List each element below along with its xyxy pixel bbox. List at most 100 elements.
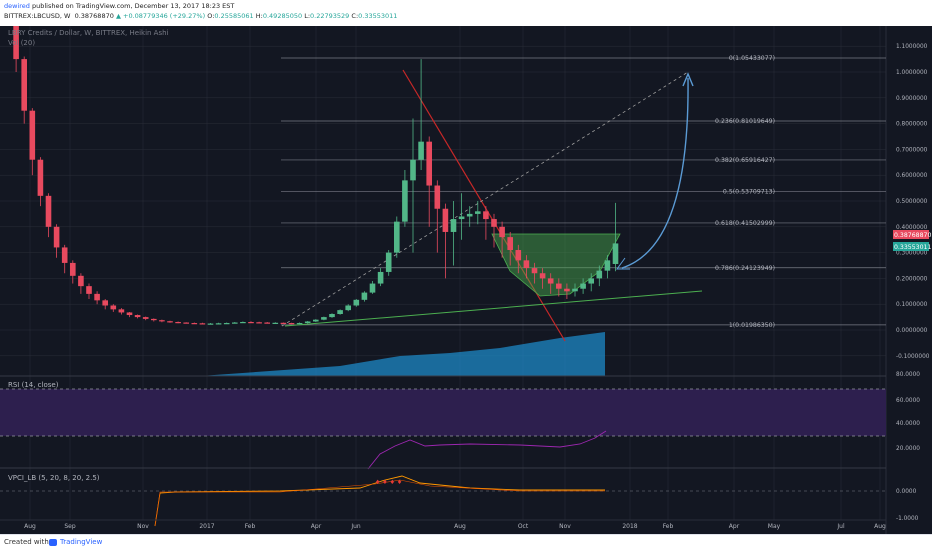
candle-body bbox=[588, 278, 594, 284]
price-tick-label: 0.1000000 bbox=[896, 302, 928, 308]
time-tick-label: Feb bbox=[663, 523, 674, 530]
fib-level-label: 0.5(0.53709713) bbox=[723, 188, 775, 195]
candle-body bbox=[304, 321, 311, 324]
candle-body bbox=[450, 219, 457, 232]
candle-body bbox=[499, 226, 505, 238]
candle-body bbox=[572, 288, 578, 292]
last-price: 0.38768870 bbox=[74, 12, 114, 20]
price-axis[interactable] bbox=[886, 26, 932, 534]
volume-fill bbox=[200, 332, 605, 376]
candle-body bbox=[313, 319, 319, 322]
candle-body bbox=[539, 273, 546, 279]
candle-body bbox=[248, 322, 254, 324]
rsi-tick-label: 60.0000 bbox=[896, 398, 920, 404]
candle-body bbox=[102, 300, 108, 306]
candle-body bbox=[531, 268, 538, 274]
candle-body bbox=[280, 322, 287, 324]
open-value: 0.25585061 bbox=[214, 12, 254, 20]
change-value: ▲ +0.08779346 (+29.27%) bbox=[115, 12, 206, 20]
price-tick-label: 0.4000000 bbox=[896, 225, 928, 231]
candle-body bbox=[232, 322, 238, 324]
candle-body bbox=[523, 260, 530, 269]
fib-level-label: 0(1.05433077) bbox=[729, 55, 775, 62]
candle-body bbox=[483, 211, 489, 220]
author-link[interactable]: dewired bbox=[4, 2, 30, 10]
volume-area bbox=[200, 332, 605, 376]
cup-pattern-shape[interactable] bbox=[491, 233, 621, 297]
projection-arrow[interactable] bbox=[621, 77, 689, 269]
candle-body bbox=[434, 185, 441, 209]
price-tick-label: 0.0000000 bbox=[896, 328, 928, 334]
red-trend-line[interactable] bbox=[402, 69, 566, 342]
candle-body bbox=[78, 275, 84, 287]
candle-body bbox=[418, 141, 424, 160]
price-tick-label: 0.9000000 bbox=[896, 96, 928, 102]
candle-body bbox=[321, 317, 327, 320]
time-tick-label: Nov bbox=[559, 523, 571, 530]
price-tick-label: 0.6000000 bbox=[896, 173, 928, 179]
volume-label: Vol (20) bbox=[8, 39, 35, 47]
high-label: H: bbox=[255, 12, 263, 20]
tradingview-logo-icon bbox=[49, 539, 57, 546]
time-axis[interactable]: Aug Sep Nov 2017 Feb Apr Jun Aug Oct Nov 2018 Feb Ap… bbox=[0, 519, 886, 530]
candle-body bbox=[604, 260, 611, 271]
candle-body bbox=[442, 208, 449, 232]
candle-body bbox=[426, 141, 432, 186]
candle-body bbox=[256, 322, 262, 324]
high-value: 0.49285050 bbox=[262, 12, 303, 20]
candle-body bbox=[385, 252, 392, 272]
rsi-tick-label: 80.0000 bbox=[896, 372, 920, 378]
main-pane-label: LBRY Credits / Dollar, W, BITTREX, Heiki… bbox=[8, 29, 169, 37]
rsi-band bbox=[0, 389, 886, 436]
price-tick-label: -0.1000000 bbox=[896, 354, 930, 360]
candle-body bbox=[134, 315, 141, 318]
candle-body bbox=[345, 305, 351, 311]
candle-body bbox=[507, 237, 513, 251]
close-value: 0.33553011 bbox=[358, 12, 398, 20]
trend-lines[interactable] bbox=[281, 69, 703, 342]
time-tick-label: Aug bbox=[454, 523, 466, 530]
candle-body bbox=[21, 59, 27, 111]
candle-body bbox=[167, 321, 173, 323]
candle-body bbox=[142, 317, 149, 319]
chart-header: dewired published on TradingView.com, De… bbox=[0, 0, 932, 26]
time-tick-label: Apr bbox=[311, 523, 322, 530]
candle-body bbox=[377, 271, 384, 284]
time-tick-label: Sep bbox=[64, 523, 76, 530]
candle-body bbox=[466, 213, 473, 217]
created-with-text: Created with bbox=[4, 538, 49, 546]
candle-body bbox=[86, 286, 92, 294]
price-tick-label: 0.3000000 bbox=[896, 251, 928, 257]
candle-body bbox=[288, 323, 295, 325]
time-tick-label: Aug bbox=[24, 523, 36, 530]
time-tick-label: Oct bbox=[518, 523, 529, 530]
candle-body bbox=[596, 270, 603, 279]
chart-canvas[interactable]: 0(1.05433077) 0.236(0.81019649) 0.382(0.65… bbox=[0, 26, 932, 534]
time-tick-label: Jun bbox=[350, 523, 361, 530]
price-axis-labels: 1.20000001.10000001.00000000.90000000.80… bbox=[896, 44, 930, 522]
fib-level-label: 0.236(0.81019649) bbox=[715, 118, 775, 125]
candle-body bbox=[13, 26, 19, 60]
last-price-tag bbox=[893, 230, 929, 239]
candle-body bbox=[191, 323, 198, 325]
publish-text: published on TradingView.com, December 1… bbox=[31, 2, 235, 10]
close-price-tag-text: 0.33553011 bbox=[894, 244, 931, 251]
time-tick-label: May bbox=[768, 523, 781, 530]
time-tick-label: Apr bbox=[729, 523, 740, 530]
time-tick-label: Jul bbox=[836, 523, 845, 530]
candle-body bbox=[45, 195, 52, 227]
candle-body bbox=[329, 314, 335, 318]
candle-body bbox=[361, 292, 368, 300]
publish-info: dewired published on TradingView.com, De… bbox=[4, 2, 234, 10]
green-support-line[interactable] bbox=[284, 290, 703, 327]
candle-body bbox=[53, 226, 60, 248]
time-tick-label: 2017 bbox=[199, 523, 214, 530]
tradingview-link[interactable]: TradingView bbox=[60, 538, 103, 546]
candle-body bbox=[183, 322, 189, 324]
candle-body bbox=[580, 283, 586, 289]
time-tick-label: Nov bbox=[137, 523, 149, 530]
fib-retracement[interactable]: 0(1.05433077) 0.236(0.81019649) 0.382(0.65… bbox=[281, 55, 886, 329]
projection-arrows[interactable] bbox=[616, 72, 694, 270]
candle-body bbox=[458, 216, 465, 220]
dashed-trend-line[interactable] bbox=[281, 71, 689, 327]
